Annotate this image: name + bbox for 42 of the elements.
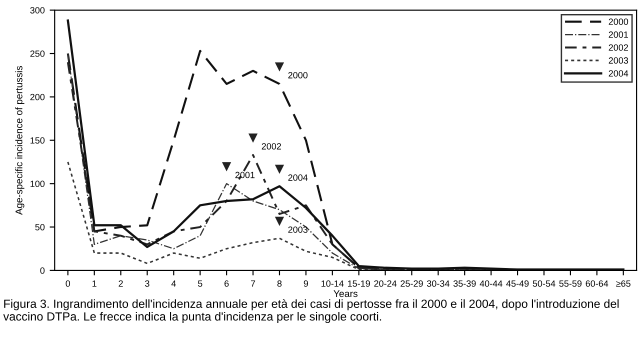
legend-label: 2001 [608, 31, 628, 38]
x-tick-label: 0 [66, 280, 70, 287]
x-tick-label: 50-54 [532, 280, 556, 287]
x-tick-label: 10-14 [322, 280, 344, 287]
x-tick-label: 1 [92, 280, 96, 287]
x-tick-label: 3 [145, 280, 150, 287]
x-tick-label: 9 [304, 280, 308, 287]
legend-label: 2003 [608, 57, 628, 64]
y-tick-label: 150 [30, 137, 45, 144]
x-tick-label: 8 [277, 280, 282, 287]
x-tick-label: ≥65 [616, 280, 630, 287]
annotation: 2000 [288, 72, 308, 78]
y-axis-title: Age-specific incidence of pertussis [15, 66, 24, 215]
x-tick-label: 15-19 [348, 280, 370, 287]
x-tick-label: 40-44 [480, 280, 502, 287]
x-tick-label: 5 [198, 280, 202, 287]
legend-label: 2002 [608, 44, 628, 51]
x-tick-label: 2 [118, 280, 123, 287]
x-tick-label: 55-59 [559, 280, 582, 287]
x-tick-label: 20-24 [374, 280, 397, 287]
y-tick-label: 250 [30, 50, 45, 57]
annotation: 2001 [235, 172, 255, 178]
x-tick-label: 7 [250, 280, 256, 287]
x-tick-label: 45-49 [506, 280, 529, 287]
legend-label: 2000 [608, 18, 628, 25]
x-tick-label: 35-39 [453, 280, 476, 287]
annotation: 2002 [262, 143, 281, 150]
y-tick-label: 200 [30, 94, 45, 100]
annotation: 2003 [288, 226, 308, 233]
text: Figura 3. Ingrandimento dell'incidenza annuale per età dei casi di pertosse fra il 2000 e il 2004, dopo l'introduzione del vaccino DTPa. Le frecce indica la punta d'incidenza per le singole coorti. [3, 299, 619, 323]
y-tick-label: 300 [30, 7, 45, 14]
x-tick-label: 25-29 [400, 280, 423, 287]
x-tick-label: 30-34 [426, 280, 450, 287]
x-axis-title: Years [334, 290, 358, 298]
x-tick-label: 4 [171, 280, 176, 287]
y-tick-label: 50 [35, 224, 45, 230]
y-tick-label: 100 [30, 180, 45, 188]
legend-label: 2004 [608, 70, 628, 77]
x-tick-label: 6 [224, 280, 229, 287]
x-tick-label: 60-64 [586, 280, 608, 287]
annotation: 2004 [288, 174, 308, 181]
y-tick-label: 0 [40, 267, 45, 274]
